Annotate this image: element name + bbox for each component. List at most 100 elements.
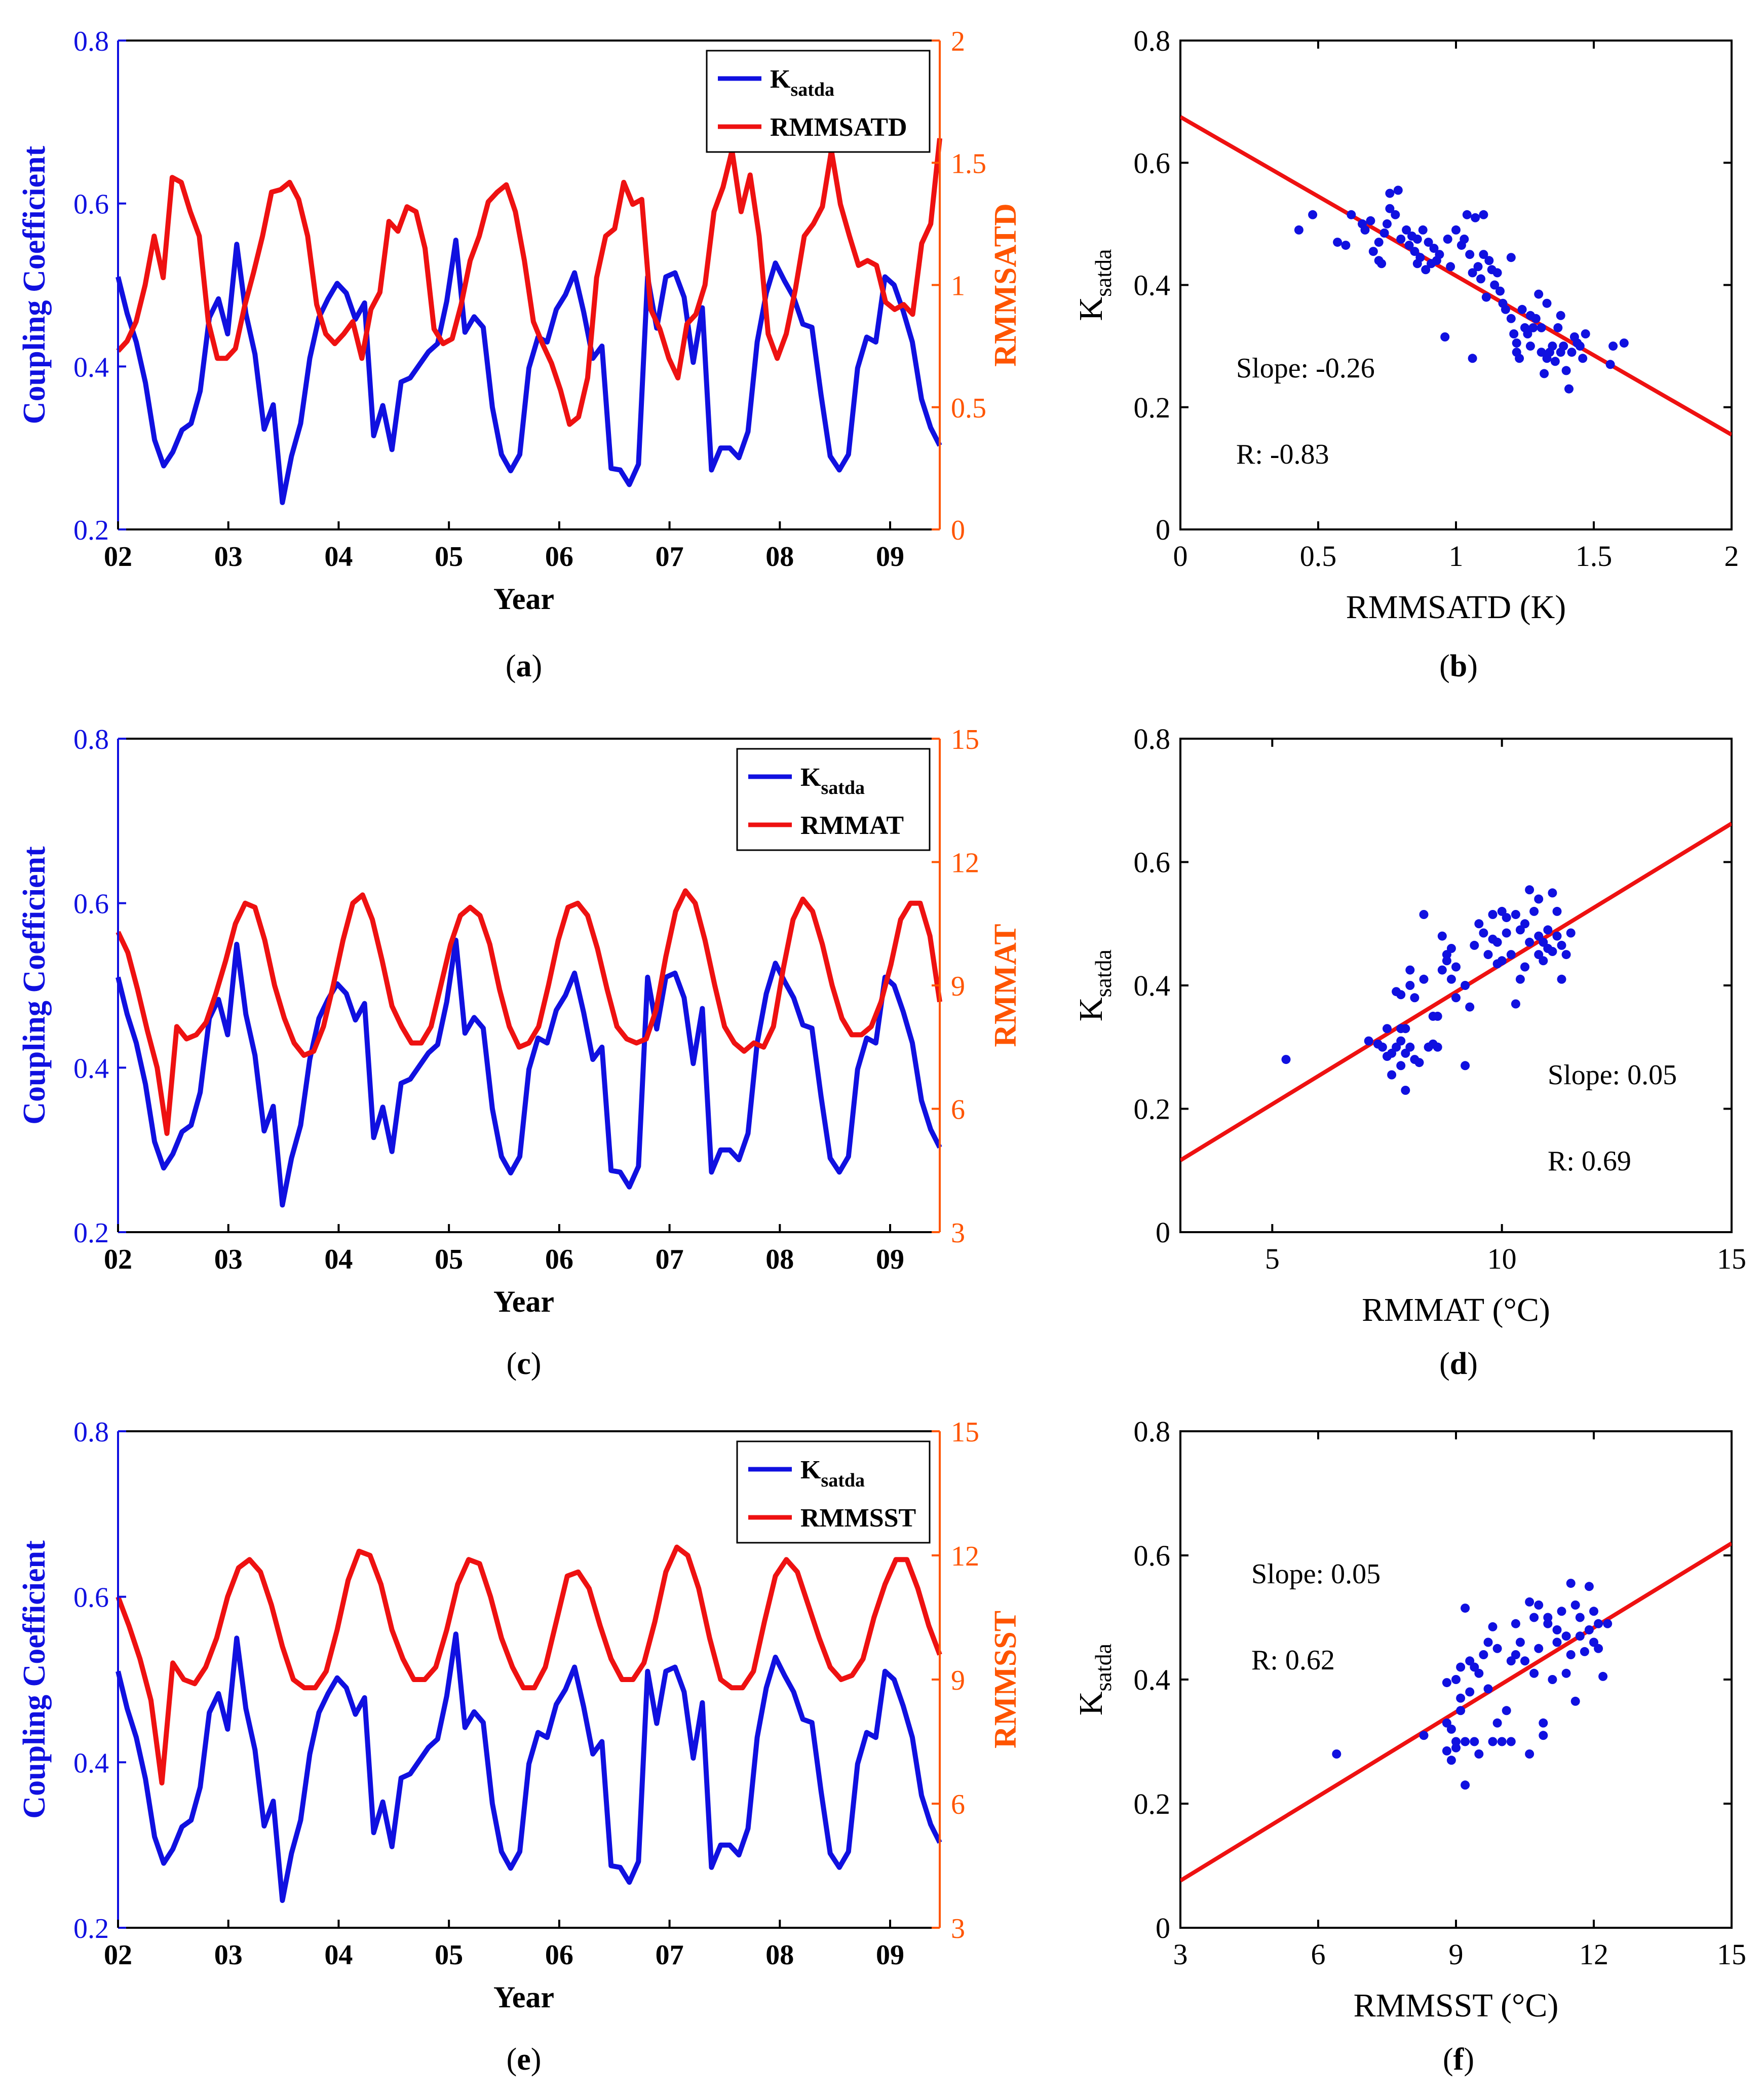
legend-label-subscript: satda <box>790 79 834 100</box>
data-point <box>1561 950 1571 960</box>
x-tick-label: 2 <box>1724 540 1739 573</box>
y-tick-label: 0.8 <box>1134 1415 1171 1448</box>
data-point <box>1492 937 1502 947</box>
data-point <box>1405 981 1415 990</box>
y-axis-label-subscript: satda <box>1090 949 1116 998</box>
data-point <box>1575 341 1585 351</box>
data-point <box>1308 210 1318 219</box>
y-tick-label: 0.8 <box>73 26 109 57</box>
caption-letter: c <box>517 1347 531 1381</box>
data-point <box>1465 250 1475 259</box>
data-point <box>1520 962 1529 972</box>
caption-letter: f <box>1453 2042 1465 2077</box>
x-tick-label: 09 <box>876 1244 904 1275</box>
data-point <box>1333 238 1343 247</box>
data-point <box>1502 1706 1511 1715</box>
fit-line <box>1180 821 1732 1162</box>
data-point <box>1589 1607 1598 1616</box>
caption-close: ) <box>1467 649 1478 683</box>
plot-frame <box>1179 738 1733 1233</box>
y-axis-label-subscript: satda <box>1090 1644 1116 1692</box>
data-point <box>1474 1668 1484 1678</box>
caption-close: ) <box>531 2042 542 2077</box>
data-point <box>1511 910 1520 919</box>
data-point <box>1446 1756 1456 1765</box>
x-tick-label: 03 <box>214 1939 243 1971</box>
data-point <box>1484 256 1494 265</box>
data-point <box>1419 1731 1429 1740</box>
data-point <box>1497 1737 1507 1746</box>
data-point <box>1559 341 1568 351</box>
y2-axis-label: RMMSATD <box>988 203 1023 367</box>
x-tick-label: 09 <box>876 1939 904 1971</box>
fit-line <box>1180 1541 1732 1883</box>
data-point <box>1421 265 1431 275</box>
data-point <box>1580 1647 1589 1656</box>
data-point <box>1437 931 1447 941</box>
data-point <box>1529 906 1539 916</box>
data-point <box>1402 225 1411 235</box>
y-axis-label: Coupling Coefficient <box>17 1540 52 1819</box>
data-point <box>1575 1613 1585 1622</box>
data-point <box>1552 1637 1562 1647</box>
data-point <box>1511 1619 1520 1628</box>
data-point <box>1548 341 1557 351</box>
x-tick-label: 12 <box>1579 1938 1608 1971</box>
caption-open: ( <box>507 1347 517 1381</box>
x-tick-label: 02 <box>104 541 132 573</box>
caption-close: ) <box>1464 2042 1474 2077</box>
data-point <box>1501 304 1510 314</box>
data-point <box>1552 931 1562 941</box>
x-tick-label: 07 <box>656 1244 684 1275</box>
y2-axis-label: RMMAT <box>988 924 1023 1047</box>
r-annotation: R: 0.69 <box>1548 1146 1631 1177</box>
data-point <box>1506 1737 1516 1746</box>
data-point <box>1479 250 1488 259</box>
x-tick-label: 08 <box>765 1939 794 1971</box>
data-point <box>1495 286 1505 296</box>
data-point <box>1451 993 1461 1003</box>
x-tick-label: 10 <box>1487 1242 1517 1275</box>
y2-tick-label: 9 <box>951 1665 965 1696</box>
data-point <box>1581 329 1590 338</box>
panel-caption: (e) <box>507 2042 542 2077</box>
data-point <box>1512 348 1521 357</box>
slope-annotation: Slope: 0.05 <box>1251 1558 1380 1590</box>
data-point <box>1451 1743 1461 1752</box>
data-point <box>1534 894 1544 904</box>
data-point <box>1451 1737 1461 1746</box>
y-axis-label: Coupling Coefficient <box>17 846 52 1125</box>
fit-line <box>1180 115 1732 437</box>
x-tick-label: 03 <box>214 1244 243 1275</box>
data-point <box>1492 268 1502 278</box>
data-point <box>1534 950 1544 960</box>
panel-caption: (c) <box>507 1347 542 1381</box>
r-annotation: R: -0.83 <box>1236 439 1329 470</box>
data-point <box>1385 188 1395 198</box>
y-tick-label: 0.4 <box>73 1053 109 1084</box>
data-point <box>1515 974 1525 984</box>
y2-tick-label: 15 <box>951 724 979 755</box>
data-point <box>1470 940 1479 950</box>
data-point <box>1534 1644 1544 1653</box>
data-point <box>1440 332 1450 341</box>
legend-label: RMMSATD <box>770 113 907 142</box>
series-line-k <box>116 1631 942 1903</box>
data-point <box>1529 1668 1539 1678</box>
y-tick-label: 0.4 <box>1134 969 1171 1002</box>
y-tick-label: 0.8 <box>1134 722 1171 755</box>
data-point <box>1387 1070 1397 1080</box>
panel-f: 0 0.2 0.4 0.6 0.8 3 6 9 12 15 Slope: 0.05 R: 0.62 RM… <box>1072 1415 1746 2077</box>
data-point <box>1456 1693 1466 1703</box>
data-point <box>1542 298 1552 308</box>
data-point <box>1492 1718 1502 1728</box>
data-point <box>1332 1749 1341 1759</box>
caption-letter: e <box>517 2042 531 2077</box>
y-tick-label: 0.4 <box>73 1747 109 1779</box>
y-tick-label: 0.8 <box>73 1417 109 1448</box>
data-point <box>1410 247 1420 256</box>
data-point <box>1347 210 1356 219</box>
x-tick-label: 3 <box>1173 1938 1188 1971</box>
data-point <box>1492 1644 1502 1653</box>
